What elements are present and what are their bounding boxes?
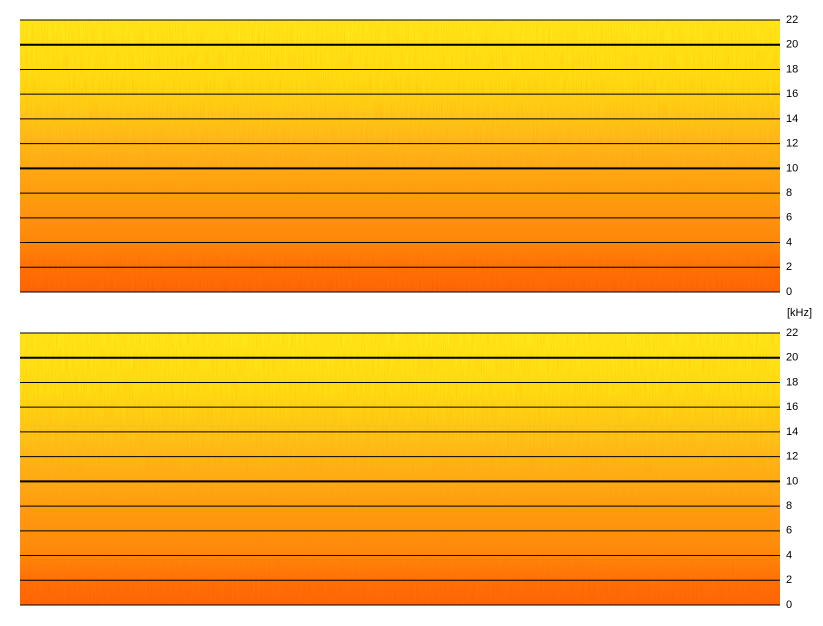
y-tick-label: 20 [786,39,798,51]
y-tick-label: 8 [786,187,792,199]
y-tick-label: 10 [786,475,798,487]
y-tick-label: 0 [786,286,792,298]
y-tick-label: 2 [786,261,792,273]
y-tick-label: 12 [786,138,798,150]
y-tick-label: 20 [786,352,798,364]
y-tick-label: 18 [786,376,798,388]
y-tick-label: 22 [786,14,798,26]
y-tick-label: 6 [786,212,792,224]
y-tick-label: 18 [786,63,798,75]
y-tick-label: 10 [786,162,798,174]
y-tick-label: 0 [786,599,792,611]
y-tick-label: 14 [786,426,798,438]
y-tick-label: 12 [786,451,798,463]
y-tick-label: 6 [786,525,792,537]
y-tick-label: 22 [786,327,798,339]
y-tick-label: 4 [786,549,792,561]
spectrogram-texture [20,20,780,292]
y-tick-label: 2 [786,574,792,586]
y-tick-label: 8 [786,500,792,512]
y-tick-label: 16 [786,88,798,100]
y-tick-label: 4 [786,236,792,248]
y-tick-label: 16 [786,401,798,413]
spectrogram-texture [20,333,780,605]
y-axis-label: [kHz] [787,307,812,319]
y-tick-label: 14 [786,113,798,125]
